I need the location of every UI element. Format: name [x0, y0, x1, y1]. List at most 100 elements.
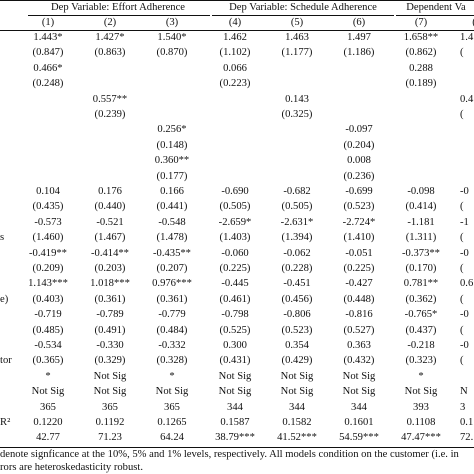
- table-cell: (0.403): [32, 293, 64, 305]
- table-cell: (0.323): [405, 355, 437, 367]
- table-cell: (0.505): [219, 201, 251, 213]
- column-number: (4): [228, 17, 242, 28]
- table-cell: -0.816: [345, 309, 373, 321]
- table-cell: 0.143: [285, 93, 309, 105]
- table-cell: 38.79***: [215, 432, 255, 444]
- table-cell: -2.724*: [342, 216, 376, 228]
- table-cell: (: [460, 109, 464, 120]
- table-cell: (0.485): [32, 324, 64, 336]
- table-cell: (: [460, 201, 464, 213]
- table-cell: 365: [102, 401, 118, 413]
- table-cell: -0.548: [158, 216, 186, 228]
- table-cell: 0.104: [36, 186, 60, 197]
- table-cell: -0.682: [283, 186, 311, 197]
- table-cell: 344: [289, 401, 305, 413]
- table-cell: (0.225): [343, 263, 375, 274]
- table-cell: (0.148): [156, 139, 188, 151]
- header-effort-adherence: Dep Variable: Effort Adherence: [50, 2, 186, 13]
- table-cell: *: [169, 370, 175, 382]
- table-cell: 344: [227, 401, 243, 413]
- table-cell: (0.435): [32, 201, 64, 213]
- table-cell: 0.1582: [282, 417, 312, 428]
- table-cell: -1: [460, 216, 469, 228]
- table-cell: (0.207): [156, 263, 188, 274]
- table-cell: 1.540*: [157, 32, 187, 43]
- table-cell: -0.373**: [402, 247, 440, 259]
- table-cell: -0.765*: [404, 309, 438, 321]
- table-cell: 64.24: [160, 432, 184, 444]
- table-cell: (0.225): [219, 263, 251, 274]
- table-cell: -0.806: [283, 309, 311, 321]
- table-note-line-1: denote signficance at the 10%, 5% and 1%…: [0, 449, 459, 460]
- table-cell: 0.4: [460, 93, 474, 105]
- table-cell: (: [460, 324, 464, 336]
- table-cell: (0.847): [32, 47, 64, 59]
- table-cell: 1.462: [223, 32, 247, 43]
- header-underline-2: [212, 15, 394, 16]
- table-cell: 3: [460, 401, 466, 413]
- table-cell: -0.798: [221, 309, 249, 321]
- table-cell: (0.523): [281, 324, 313, 336]
- table-cell: (0.223): [219, 78, 251, 90]
- row-label: tor: [0, 355, 12, 367]
- table-cell: (: [460, 293, 464, 305]
- table-cell: 1.443*: [33, 32, 63, 43]
- table-cell: -0.332: [158, 340, 186, 351]
- table-cell: -1.181: [407, 216, 435, 228]
- table-cell: N: [460, 386, 468, 398]
- table-cell: Not Sig: [280, 386, 314, 398]
- column-number: (6): [352, 17, 366, 28]
- table-cell: -0.435**: [153, 247, 191, 259]
- table-cell: -0: [460, 186, 469, 197]
- table-cell: (0.441): [156, 201, 188, 213]
- table-cell: 47.47***: [401, 432, 441, 444]
- table-cell: (0.431): [219, 355, 251, 367]
- table-cell: Not Sig: [31, 386, 65, 398]
- table-cell: -0.451: [283, 278, 311, 290]
- table-cell: 72.: [460, 432, 474, 444]
- column-number-rule: [0, 30, 474, 31]
- table-cell: 1.658**: [403, 32, 439, 43]
- table-cell: -0.719: [34, 309, 62, 321]
- table-cell: (0.414): [405, 201, 437, 213]
- table-cell: Not Sig: [342, 370, 376, 382]
- table-cell: 0.008: [347, 155, 371, 167]
- table-cell: (0.189): [405, 78, 437, 90]
- table-cell: 0.256*: [157, 124, 187, 136]
- table-cell: -0.419**: [29, 247, 67, 259]
- table-cell: -0.062: [283, 247, 311, 259]
- table-cell: (1.186): [343, 47, 375, 59]
- row-label: e): [0, 293, 9, 305]
- table-cell: (0.203): [94, 263, 126, 274]
- table-cell: -0.060: [221, 247, 249, 259]
- table-cell: Not Sig: [404, 386, 438, 398]
- table-cell: Not Sig: [218, 386, 252, 398]
- table-cell: 0.1192: [95, 417, 125, 428]
- table-cell: -0.534: [34, 340, 62, 351]
- table-cell: (1.177): [281, 47, 313, 59]
- table-cell: Not Sig: [280, 370, 314, 382]
- table-cell: -0.690: [221, 186, 249, 197]
- table-cell: (0.429): [281, 355, 313, 367]
- table-cell: (0.329): [94, 355, 126, 367]
- table-cell: (0.523): [343, 201, 375, 213]
- column-number: (1): [41, 17, 55, 28]
- table-cell: -0.097: [345, 124, 373, 136]
- table-cell: (0.461): [219, 293, 251, 305]
- table-cell: -0: [460, 309, 469, 321]
- table-cell: (1.467): [94, 232, 126, 244]
- table-cell: 42.77: [36, 432, 60, 444]
- table-cell: (0.209): [32, 263, 64, 274]
- table-cell: (0.328): [156, 355, 188, 367]
- header-underline-1: [28, 15, 210, 16]
- table-cell: (: [460, 232, 464, 244]
- table-cell: Not Sig: [155, 386, 189, 398]
- table-cell: -0.218: [407, 340, 435, 351]
- column-number: (2): [103, 17, 117, 28]
- table-cell: 1.018***: [90, 278, 130, 290]
- table-cell: 0.288: [409, 62, 433, 74]
- table-cell: (1.311): [405, 232, 437, 244]
- table-cell: 344: [351, 401, 367, 413]
- table-cell: (0.491): [94, 324, 126, 336]
- table-cell: (0.448): [343, 293, 375, 305]
